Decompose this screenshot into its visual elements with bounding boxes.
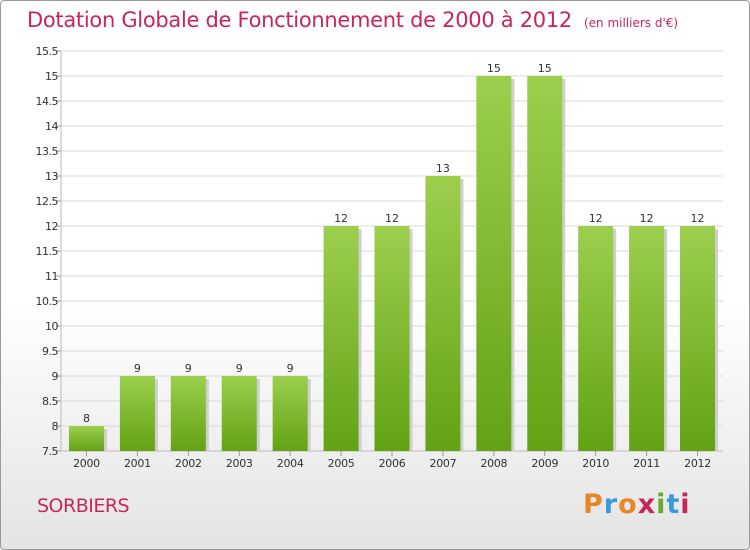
bar xyxy=(272,376,308,451)
x-tick-label: 2007 xyxy=(430,457,457,470)
y-tick-label: 11.5 xyxy=(36,245,59,258)
data-label: 12 xyxy=(691,212,705,225)
data-label: 9 xyxy=(134,362,141,375)
data-label: 12 xyxy=(589,212,603,225)
bar xyxy=(629,226,665,451)
bar xyxy=(68,426,104,451)
y-tick-label: 10 xyxy=(45,320,58,333)
data-label: 9 xyxy=(287,362,294,375)
y-tick-label: 12.5 xyxy=(36,195,59,208)
bar xyxy=(374,226,410,451)
brand-letter: i xyxy=(680,489,691,520)
y-tick-label: 14 xyxy=(45,120,58,133)
brand-letter: o xyxy=(618,489,638,520)
bar xyxy=(119,376,155,451)
y-tick-label: 13.5 xyxy=(36,145,59,158)
data-label: 13 xyxy=(436,162,450,175)
x-tick-label: 2002 xyxy=(175,457,202,470)
bar xyxy=(680,226,716,451)
brand-letter: t xyxy=(666,489,681,520)
brand-letter: P xyxy=(583,489,604,520)
data-label: 12 xyxy=(334,212,348,225)
y-tick-label: 9 xyxy=(52,370,59,383)
bar xyxy=(425,176,461,451)
y-tick-label: 15 xyxy=(45,70,58,83)
title-unit: (en milliers d'€) xyxy=(583,16,679,30)
x-tick-label: 2000 xyxy=(73,457,100,470)
brand-letter: r xyxy=(603,489,619,520)
data-label: 9 xyxy=(185,362,192,375)
x-tick-label: 2012 xyxy=(684,457,711,470)
y-tick-label: 8.5 xyxy=(42,395,58,408)
brand-letter: i xyxy=(656,489,667,520)
y-tick-label: 14.5 xyxy=(36,95,59,108)
bar xyxy=(170,376,206,451)
x-tick-label: 2011 xyxy=(633,457,660,470)
x-tick-label: 2006 xyxy=(379,457,406,470)
bar xyxy=(527,76,563,451)
data-label: 12 xyxy=(640,212,654,225)
y-tick-label: 11 xyxy=(45,270,58,283)
proxiti-logo: Proxiti xyxy=(583,489,691,520)
bar xyxy=(578,226,614,451)
x-tick-label: 2009 xyxy=(531,457,558,470)
commune-name: SORBIERS xyxy=(37,495,130,517)
y-tick-label: 15.5 xyxy=(36,45,59,58)
data-label: 12 xyxy=(385,212,399,225)
x-tick-label: 2001 xyxy=(124,457,151,470)
y-tick-label: 10.5 xyxy=(36,295,59,308)
x-tick-label: 2004 xyxy=(277,457,304,470)
y-tick-label: 8 xyxy=(52,420,59,433)
y-tick-label: 12 xyxy=(45,220,58,233)
bar xyxy=(221,376,257,451)
data-label: 9 xyxy=(236,362,243,375)
y-tick-label: 13 xyxy=(45,170,58,183)
x-tick-label: 2010 xyxy=(582,457,609,470)
y-tick-label: 9.5 xyxy=(42,345,58,358)
y-tick-label: 7.5 xyxy=(42,445,58,458)
x-tick-label: 2008 xyxy=(480,457,507,470)
x-tick-label: 2003 xyxy=(226,457,253,470)
data-label: 15 xyxy=(487,62,501,75)
title-text: Dotation Globale de Fonctionnement de 20… xyxy=(27,8,572,32)
bar xyxy=(476,76,512,451)
brand-letter: x xyxy=(637,489,657,520)
data-label: 15 xyxy=(538,62,552,75)
data-label: 8 xyxy=(83,412,90,425)
x-tick-label: 2005 xyxy=(328,457,355,470)
bar xyxy=(323,226,359,451)
chart-title: Dotation Globale de Fonctionnement de 20… xyxy=(27,8,678,32)
